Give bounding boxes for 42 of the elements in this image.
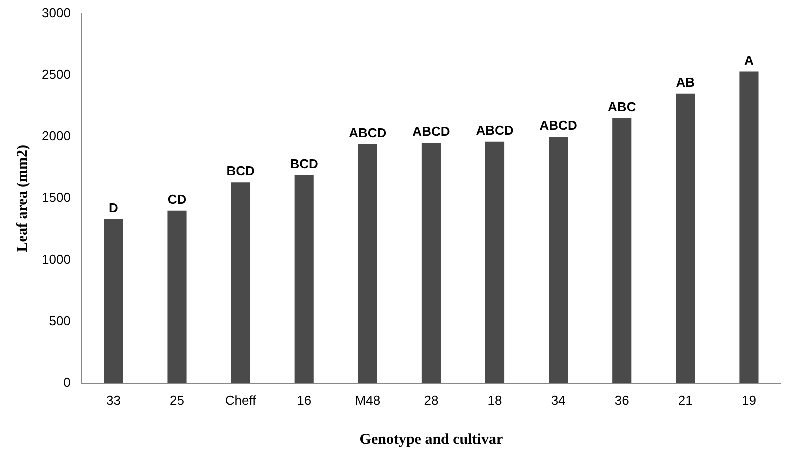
annotation: BCD <box>290 156 318 172</box>
x-tick-label: 28 <box>424 392 439 408</box>
x-tick-label: 25 <box>170 392 184 408</box>
y-tick-label: 3000 <box>42 5 71 20</box>
annotation: ABCD <box>540 118 578 134</box>
annotation: CD <box>168 192 187 207</box>
bar <box>294 175 314 384</box>
bar <box>231 182 250 384</box>
y-tick-label: 2500 <box>42 66 71 82</box>
y-tick-label: 500 <box>49 313 71 328</box>
y-tick-label: 0 <box>64 374 71 390</box>
x-axis-title: Genotype and cultivar <box>360 432 504 448</box>
bar <box>485 142 505 384</box>
annotation: ABCD <box>349 125 387 140</box>
annotation: ABCD <box>412 124 450 140</box>
annotation: AB <box>676 74 696 90</box>
bar <box>740 72 759 384</box>
bar <box>104 220 124 384</box>
y-tick-label: 1500 <box>42 190 71 206</box>
x-tick-label: Cheff <box>225 392 257 408</box>
bar <box>612 118 632 384</box>
annotation: ABC <box>608 100 637 115</box>
bar <box>549 137 568 384</box>
annotation: ABCD <box>476 123 514 138</box>
x-tick-label: 34 <box>551 392 566 408</box>
annotation: A <box>744 52 755 68</box>
bar <box>168 210 187 384</box>
x-tick-label: 19 <box>742 392 756 408</box>
y-axis-title: Leaf area (mm2) <box>14 145 31 252</box>
x-tick-label: 33 <box>106 392 121 408</box>
x-tick-label: M48 <box>355 392 381 408</box>
x-tick-label: 16 <box>297 392 312 408</box>
x-tick-label: 18 <box>488 392 502 408</box>
bar <box>422 143 441 384</box>
y-tick-label: 2000 <box>42 128 71 144</box>
x-tick-label: 21 <box>678 392 693 408</box>
y-tick-label: 1000 <box>42 252 71 267</box>
annotation: BCD <box>226 164 255 179</box>
bar <box>358 144 378 384</box>
x-tick-label: 36 <box>614 392 630 408</box>
bar <box>676 94 696 384</box>
annotation: D <box>109 200 118 216</box>
